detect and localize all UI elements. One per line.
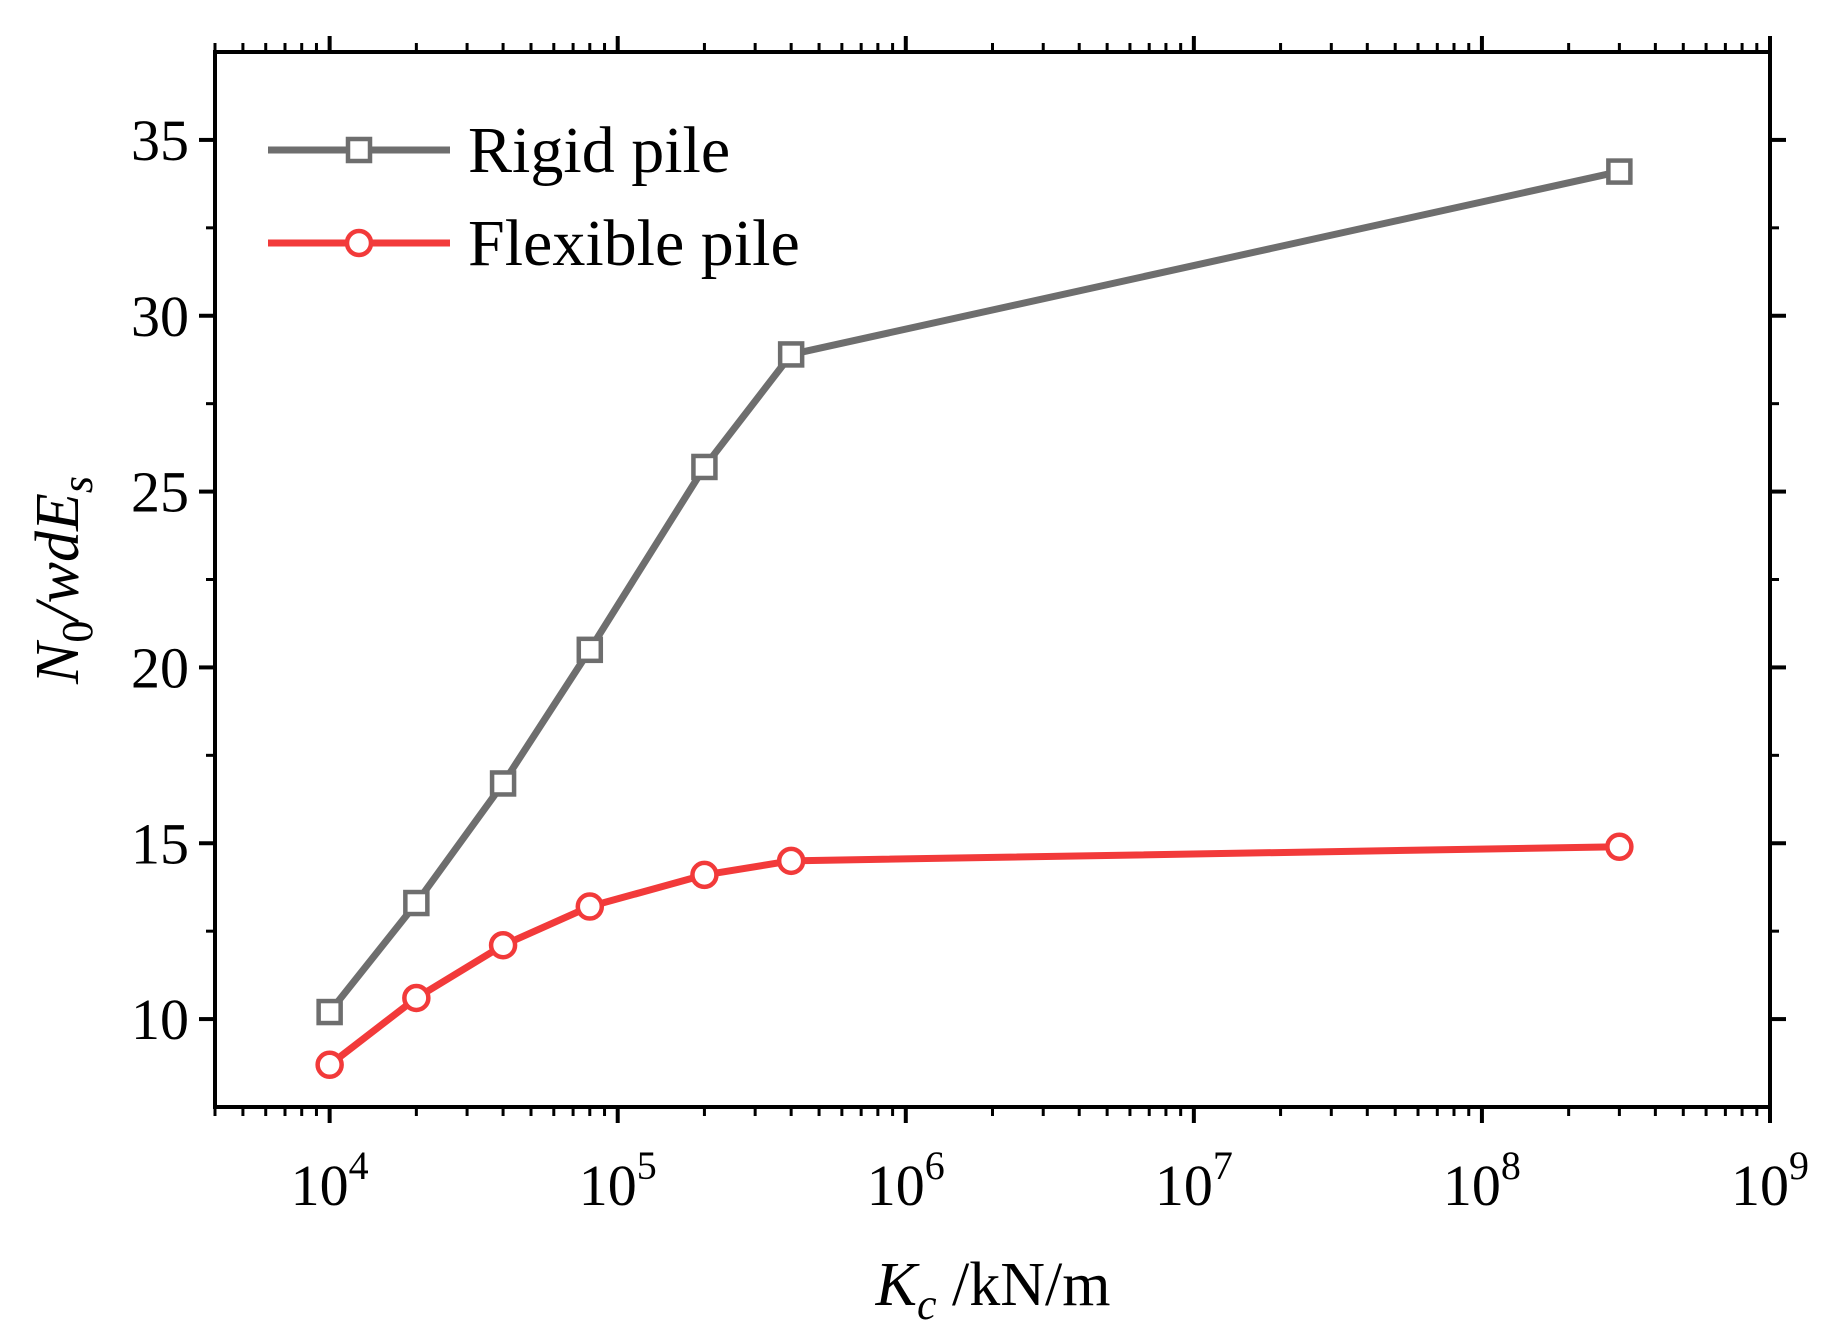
data-point-square: [691, 453, 718, 481]
x-tick-label: 108: [1443, 1143, 1521, 1218]
data-point-square: [576, 636, 604, 664]
x-tick-label: 109: [1731, 1143, 1809, 1218]
y-axis-label: N0/wdEs: [24, 476, 102, 685]
data-point-circle: [690, 860, 719, 890]
data-point-circle: [776, 846, 806, 876]
y-tick-label: 10: [131, 987, 189, 1052]
x-tick-label: 106: [867, 1143, 945, 1218]
x-axis-label: Kc /kN/m: [875, 1251, 1111, 1329]
y-tick-label: 20: [131, 635, 189, 700]
legend-marker-square: [345, 136, 373, 164]
data-point-circle: [488, 930, 518, 960]
data-point-square: [1606, 158, 1633, 185]
series-line-0: [326, 168, 1621, 1015]
legend-marker-circle: [344, 228, 374, 258]
data-point-square: [316, 998, 343, 1026]
y-tick-label: 35: [131, 108, 189, 173]
legend-label-1: Flexible pile: [468, 207, 800, 280]
data-point-circle: [402, 983, 431, 1013]
y-tick-label: 15: [131, 811, 189, 876]
data-point-square: [777, 341, 805, 368]
data-point-square: [403, 889, 430, 917]
x-tick-label: 105: [579, 1143, 657, 1218]
y-tick-label: 30: [131, 284, 189, 349]
tick-labels: 10 15 20 25 30 35 104 105 106 107 108 109: [131, 108, 1809, 1218]
plot-frame: [213, 50, 1772, 1109]
axis-ticks: [199, 36, 1786, 1123]
y-tick-label: 25: [131, 460, 189, 525]
data-point-circle: [575, 892, 605, 921]
data-point-square: [489, 770, 517, 797]
data-point-circle: [1605, 832, 1634, 862]
legend-label-0: Rigid pile: [468, 114, 730, 187]
legend: Rigid pile Flexible pile: [268, 114, 800, 280]
x-tick-label: 107: [1155, 1143, 1233, 1218]
series-line-1: [327, 843, 1620, 1068]
data-point-circle: [315, 1050, 344, 1080]
series-layer: [315, 158, 1634, 1080]
x-tick-label: 104: [291, 1143, 369, 1218]
